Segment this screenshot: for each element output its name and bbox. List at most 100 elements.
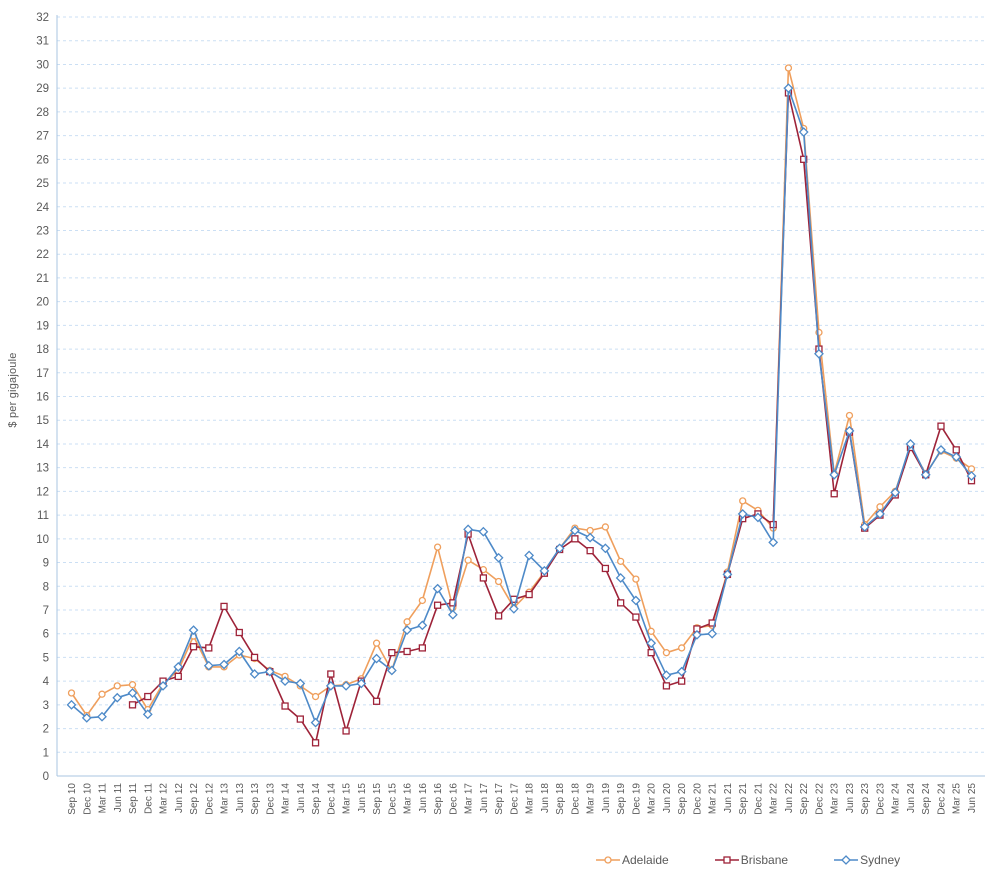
x-tick-label: Jun 16 [418,783,429,813]
series-line [70,67,972,717]
data-point-marker [249,669,260,679]
data-point-marker [112,692,123,703]
y-tick-label: 22 [36,249,49,261]
data-point-marker [432,583,443,594]
x-tick-label: Sep 13 [250,783,261,815]
x-tick-label: Dec 19 [631,783,642,815]
x-tick-label: Dec 22 [814,783,825,815]
data-point-marker [737,508,748,519]
legend-label-brisbane: Brisbane [740,853,789,867]
data-point-marker [494,612,503,620]
y-tick-label: 5 [43,652,49,664]
data-point-marker [678,644,686,652]
data-point-marker [188,625,199,636]
x-tick-label: Jun 19 [601,783,612,813]
x-tick-label: Mar 12 [159,783,170,815]
x-tick-label: Dec 15 [387,783,398,815]
y-tick-label: 16 [36,392,49,404]
data-point-marker [402,625,413,636]
x-tick-label: Mar 13 [220,783,231,815]
data-point-marker [845,411,854,420]
data-point-marker [66,699,77,710]
y-tick-label: 15 [36,415,49,427]
x-tick-label: Mar 24 [891,783,902,815]
x-tick-label: Mar 22 [769,783,780,815]
data-point-marker [662,649,671,657]
data-point-marker [739,497,747,505]
data-point-marker [342,727,350,735]
data-point-marker [189,643,198,651]
data-point-marker [936,444,946,455]
data-point-marker [554,543,565,554]
y-tick-label: 12 [36,486,49,498]
data-point-marker [601,523,610,531]
data-point-marker [632,613,640,621]
x-tick-label: Mar 16 [403,783,414,815]
x-tick-label: Mar 14 [281,783,292,815]
x-tick-label: Jun 21 [723,783,734,813]
data-point-marker [403,618,411,626]
data-point-marker [203,660,214,671]
data-point-marker [952,446,960,454]
y-tick-label: 2 [43,724,49,736]
y-tick-label: 20 [36,297,49,309]
y-tick-label: 27 [36,131,49,143]
data-point-marker [753,512,763,523]
data-point-marker [647,627,655,635]
data-point-marker [600,543,611,554]
data-point-marker [325,680,336,691]
y-tick-label: 23 [36,225,49,237]
data-point-marker [615,573,626,583]
data-point-marker [905,439,916,449]
x-tick-label: Sep 10 [67,783,78,815]
data-point-marker [417,620,428,631]
data-point-marker [875,508,885,519]
y-tick-label: 9 [43,558,49,570]
x-tick-label: Jun 12 [174,783,185,813]
x-tick-label: Dec 12 [204,783,215,815]
x-tick-label: Mar 20 [647,783,658,815]
axes [56,15,985,777]
x-tick-label: Mar 19 [586,783,597,815]
data-point-marker [524,550,535,561]
data-point-marker [310,717,321,728]
data-point-marker [173,661,184,672]
data-point-marker [784,64,793,72]
data-point-marker [463,524,474,535]
data-point-marker [966,471,977,481]
data-point-marker [601,564,610,573]
data-point-marker [235,628,243,637]
y-axis-title: $ per gigajoule [7,352,19,428]
data-point-marker [937,422,945,430]
data-point-marker [418,596,426,605]
data-point-marker [433,543,442,551]
data-point-marker [798,127,809,137]
data-point-marker [707,628,718,639]
x-tick-label: Mar 18 [525,783,536,815]
data-point-marker [478,526,489,537]
x-tick-label: Sep 20 [677,783,688,815]
data-point-marker [311,692,320,701]
data-point-marker [479,574,488,582]
data-point-marker [494,577,503,586]
legend-item-adelaide[interactable]: Adelaide [596,853,669,867]
data-point-marker [449,599,457,607]
x-tick-label: Jun 23 [845,783,856,813]
legend-item-sydney[interactable]: Sydney [834,853,900,867]
x-tick-label: Mar 11 [98,783,109,814]
x-tick-label: Dec 11 [143,783,154,814]
legend-item-brisbane[interactable]: Brisbane [714,853,789,867]
data-point-marker [386,665,397,676]
gridlines [57,16,985,753]
data-point-marker [632,575,640,583]
data-point-marker [768,537,779,548]
y-tick-label: 4 [43,676,50,688]
data-point-marker [630,595,641,606]
data-point-marker [356,678,367,689]
data-point-marker [661,670,672,681]
x-tick-label: Sep 11 [128,783,139,814]
series-adelaide [67,64,976,720]
x-tick-label: Dec 10 [82,783,93,815]
x-tick-label: Sep 23 [860,783,871,815]
